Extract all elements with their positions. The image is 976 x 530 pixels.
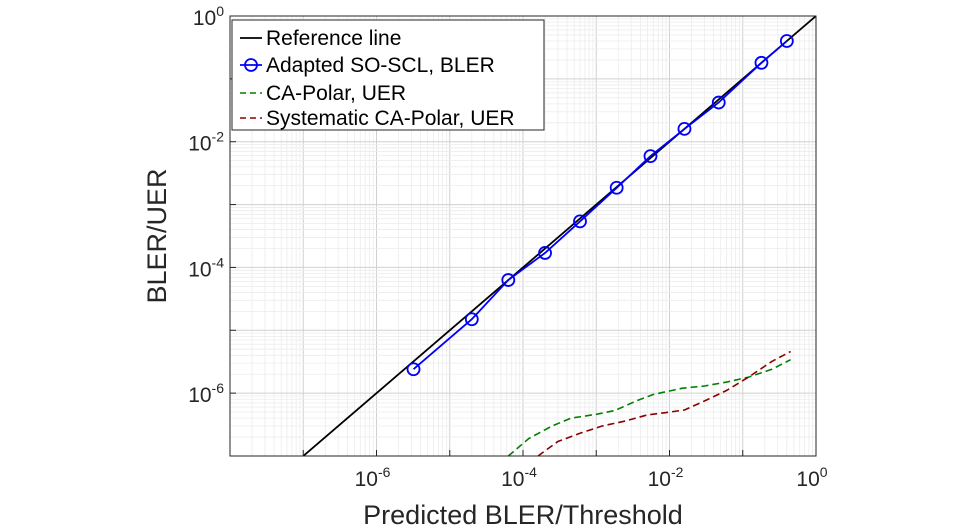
- y-tick-label: 100: [193, 3, 224, 30]
- data-point-adapted-so-scl-bler: [538, 246, 552, 260]
- x-tick-label: 10-2: [648, 464, 684, 491]
- data-point-adapted-so-scl-bler: [609, 180, 624, 195]
- y-tick-label: 10-6: [188, 380, 224, 407]
- data-point-adapted-so-scl-bler: [779, 34, 794, 48]
- legend-label-reference-line: Reference line: [266, 27, 401, 50]
- legend[interactable]: Reference line Adapted SO-SCL, BLER CA-P…: [231, 19, 545, 131]
- x-tick-label: 100: [796, 464, 827, 491]
- series-line-adapted-so-scl-bler: [412, 40, 788, 370]
- series-line-reference-line: [301, 16, 816, 456]
- legend-box: [231, 19, 545, 131]
- series-layer: [301, 16, 816, 456]
- data-point-adapted-so-scl-bler: [754, 55, 769, 70]
- data-point-adapted-so-scl-bler: [711, 95, 726, 110]
- legend-label-ca-polar: CA-Polar, UER: [266, 82, 406, 105]
- data-point-adapted-so-scl-bler: [464, 312, 479, 327]
- tick-labels: 10-6 10-4 10-2 100 10-6 10-4 10-2 100: [188, 3, 828, 491]
- data-point-adapted-so-scl-bler: [643, 149, 658, 164]
- y-tick-label: 10-2: [188, 129, 224, 156]
- series-line-systematic-ca-polar-uer: [537, 350, 791, 456]
- legend-label-systematic-ca-polar: Systematic CA-Polar, UER: [266, 107, 515, 130]
- x-axis-title: Predicted BLER/Threshold: [363, 500, 683, 530]
- y-axis-title: BLER/UER: [142, 168, 172, 303]
- data-point-adapted-so-scl-bler: [573, 214, 587, 229]
- ticks: [229, 15, 817, 457]
- y-tick-label: 10-4: [188, 254, 224, 281]
- data-point-adapted-so-scl-bler: [501, 273, 516, 287]
- legend-marker-adapted-so-scl: [244, 58, 258, 72]
- x-tick-label: 10-6: [355, 464, 391, 491]
- data-point-adapted-so-scl-bler: [406, 362, 421, 377]
- data-point-adapted-so-scl-bler: [677, 121, 692, 136]
- series-line-ca-polar-uer: [507, 358, 791, 456]
- legend-label-adapted-so-scl: Adapted SO-SCL, BLER: [266, 54, 495, 77]
- x-tick-label: 10-4: [501, 464, 537, 491]
